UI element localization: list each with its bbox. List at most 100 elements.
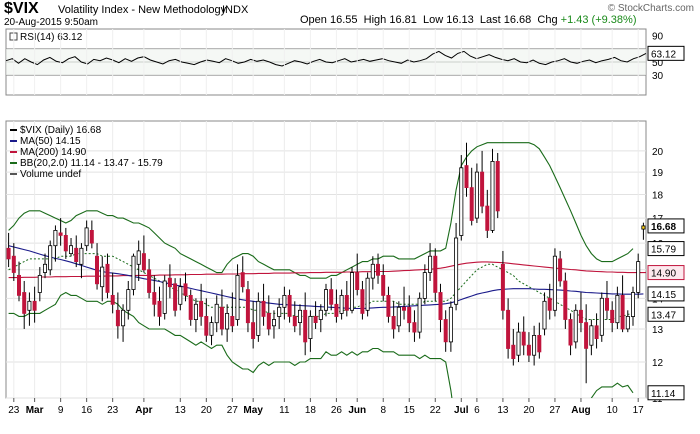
candle-55 <box>292 301 297 333</box>
candle-body <box>74 247 79 263</box>
rsi-badge-box <box>647 45 685 61</box>
candle-body <box>563 280 568 320</box>
candle-33 <box>178 278 183 311</box>
candle-body <box>152 292 157 305</box>
rsi-tick-label-3: 30 <box>652 71 664 82</box>
candle-104 <box>547 283 552 320</box>
candle-73 <box>386 286 391 323</box>
candle-83 <box>438 283 443 333</box>
candle-body <box>620 294 625 330</box>
candle-body <box>240 272 245 288</box>
candle-body <box>297 309 302 323</box>
candle-49 <box>261 283 266 326</box>
candle-body <box>355 272 360 291</box>
candle-98 <box>516 322 521 363</box>
candle-body <box>43 263 48 273</box>
candle-75 <box>396 301 401 333</box>
candle-body <box>162 280 167 314</box>
low-value: 16.13 <box>446 14 474 26</box>
candle-111 <box>584 304 589 384</box>
candle-44 <box>235 264 240 326</box>
candle-109 <box>573 304 578 349</box>
candle-body <box>469 187 474 221</box>
candle-101 <box>532 325 537 366</box>
candle-21 <box>115 292 120 339</box>
x-tick-label-9: May <box>243 405 263 416</box>
candle-93 <box>490 148 495 233</box>
candle-body <box>401 306 406 311</box>
candle-body <box>89 229 94 244</box>
candle-5 <box>32 286 37 323</box>
candle-body <box>428 255 433 273</box>
candle-body <box>537 334 542 353</box>
candle-53 <box>282 286 287 320</box>
price-badge-box-0 <box>647 218 685 234</box>
candle-body <box>641 225 646 230</box>
candle-84 <box>443 310 448 352</box>
candle-body <box>63 234 68 252</box>
candle-66 <box>349 267 354 314</box>
candle-79 <box>417 292 422 339</box>
candle-28 <box>152 275 157 317</box>
stockcharts-credit[interactable]: © StockCharts.com <box>607 3 694 14</box>
price-badge-0: 16.68 <box>651 222 676 233</box>
candle-43 <box>230 292 235 333</box>
candle-body <box>625 315 630 330</box>
x-tick-label-7: 20 <box>201 405 213 416</box>
x-tick-label-19: 13 <box>497 405 509 416</box>
candle-95 <box>500 250 505 320</box>
candle-body <box>542 300 547 330</box>
candle-body <box>204 315 209 336</box>
candle-body <box>511 344 516 360</box>
candle-body <box>48 245 53 271</box>
candle-108 <box>568 313 573 356</box>
candle-94 <box>495 152 500 219</box>
candle-body <box>474 171 479 219</box>
candle-2 <box>16 261 21 302</box>
price-badge-5: 11.14 <box>651 389 676 400</box>
candle-50 <box>266 295 271 336</box>
candle-body <box>277 306 282 317</box>
x-tick-label-1: Mar <box>26 405 44 416</box>
candle-7 <box>43 253 48 279</box>
candle-51 <box>271 310 276 339</box>
candle-body <box>396 306 401 327</box>
candle-103 <box>542 292 547 336</box>
candle-body <box>193 303 198 320</box>
candle-body <box>329 289 334 305</box>
bb-upper-line <box>8 142 634 279</box>
candle-body <box>422 272 427 299</box>
candle-27 <box>147 258 152 299</box>
candle-18 <box>100 256 105 302</box>
candle-body <box>287 294 292 317</box>
x-tick-label-12: 26 <box>331 405 343 416</box>
candle-body <box>386 294 391 317</box>
candle-body <box>199 300 204 317</box>
x-tick-label-21: 27 <box>549 405 561 416</box>
candle-58 <box>308 310 313 352</box>
x-tick-label-24: 17 <box>633 405 645 416</box>
candle-35 <box>188 289 193 326</box>
candle-body <box>636 261 641 293</box>
candle-body <box>334 303 339 317</box>
candle-body <box>230 315 235 327</box>
candle-body <box>141 253 146 271</box>
candle-body <box>271 319 276 327</box>
candle-88 <box>464 142 469 197</box>
candle-body <box>11 255 16 273</box>
candle-body <box>183 283 188 296</box>
price-tick-label-1: 12 <box>652 358 664 369</box>
x-tick-label-22: Aug <box>571 405 590 416</box>
candle-41 <box>219 289 224 336</box>
symbol: $VIX <box>4 0 39 17</box>
candle-19 <box>105 253 110 299</box>
candle-body <box>121 309 126 327</box>
price-badge-1: 15.79 <box>651 245 676 256</box>
x-tick-label-14: 8 <box>380 405 386 416</box>
price-badge-4: 13.47 <box>651 310 676 321</box>
candle-body <box>214 303 219 324</box>
x-tick-label-8: 27 <box>227 405 239 416</box>
candle-4 <box>27 292 32 326</box>
legend-entry-0: $VIX (Daily) 16.68 <box>20 125 102 136</box>
